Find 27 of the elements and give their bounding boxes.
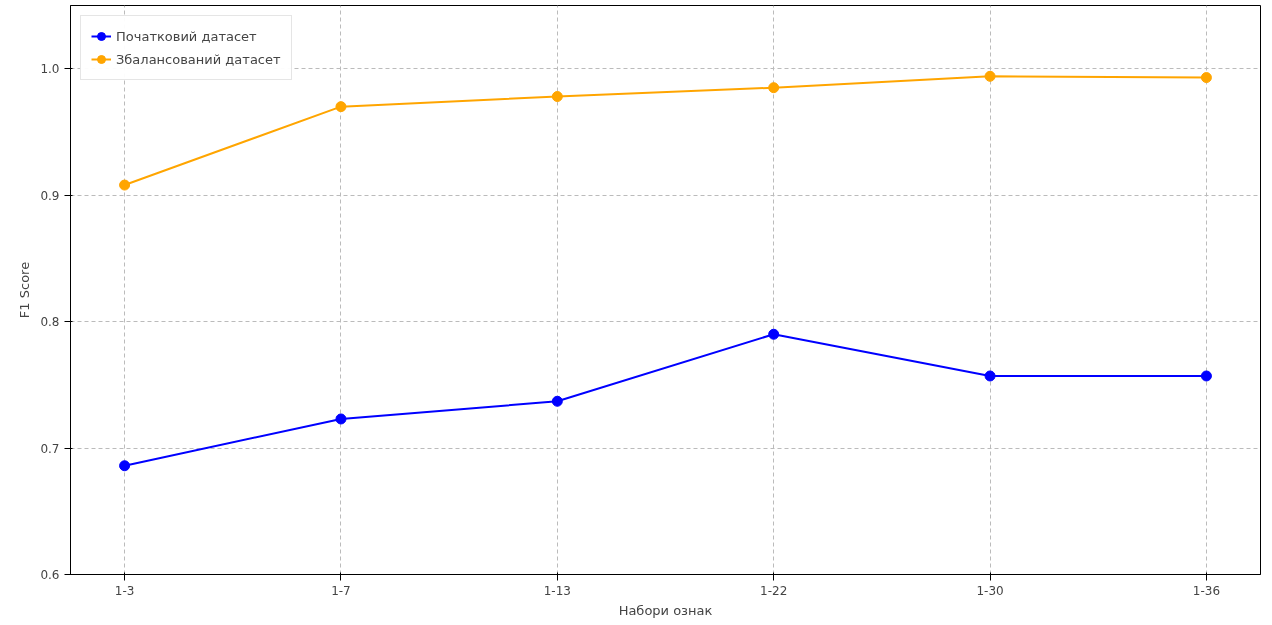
- x-tick-label: 1-7: [331, 583, 351, 598]
- x-tick-label: 1-22: [760, 583, 788, 598]
- x-axis-title: Набори ознак: [618, 602, 713, 618]
- point: [984, 70, 996, 82]
- y-tick-label: 0.7: [40, 441, 60, 456]
- x-tick-label: 1-13: [543, 583, 571, 598]
- y-tick-label: 0.6: [40, 568, 60, 582]
- y-tick-label: 1.0: [40, 62, 60, 77]
- point: [768, 328, 780, 340]
- legend-label: Збалансований датасет: [116, 51, 281, 67]
- x-tick-label: 1-3: [114, 583, 135, 598]
- point: [768, 82, 780, 94]
- y-tick-label: 0.9: [40, 188, 60, 203]
- point: [335, 101, 347, 113]
- point: [335, 413, 347, 425]
- y-axis-title: F1 Score: [17, 261, 33, 319]
- point: [1200, 370, 1212, 382]
- point: [551, 395, 563, 407]
- x-tick-label: 1-36: [1192, 583, 1221, 598]
- point: [1200, 72, 1212, 84]
- point: [119, 179, 131, 191]
- point: [984, 370, 996, 382]
- x-tick-label: 1-30: [976, 583, 1004, 598]
- y-tick-label: 0.8: [40, 315, 60, 330]
- point: [551, 91, 563, 103]
- legend-label: Початковий датасет: [116, 28, 257, 44]
- point: [119, 460, 131, 472]
